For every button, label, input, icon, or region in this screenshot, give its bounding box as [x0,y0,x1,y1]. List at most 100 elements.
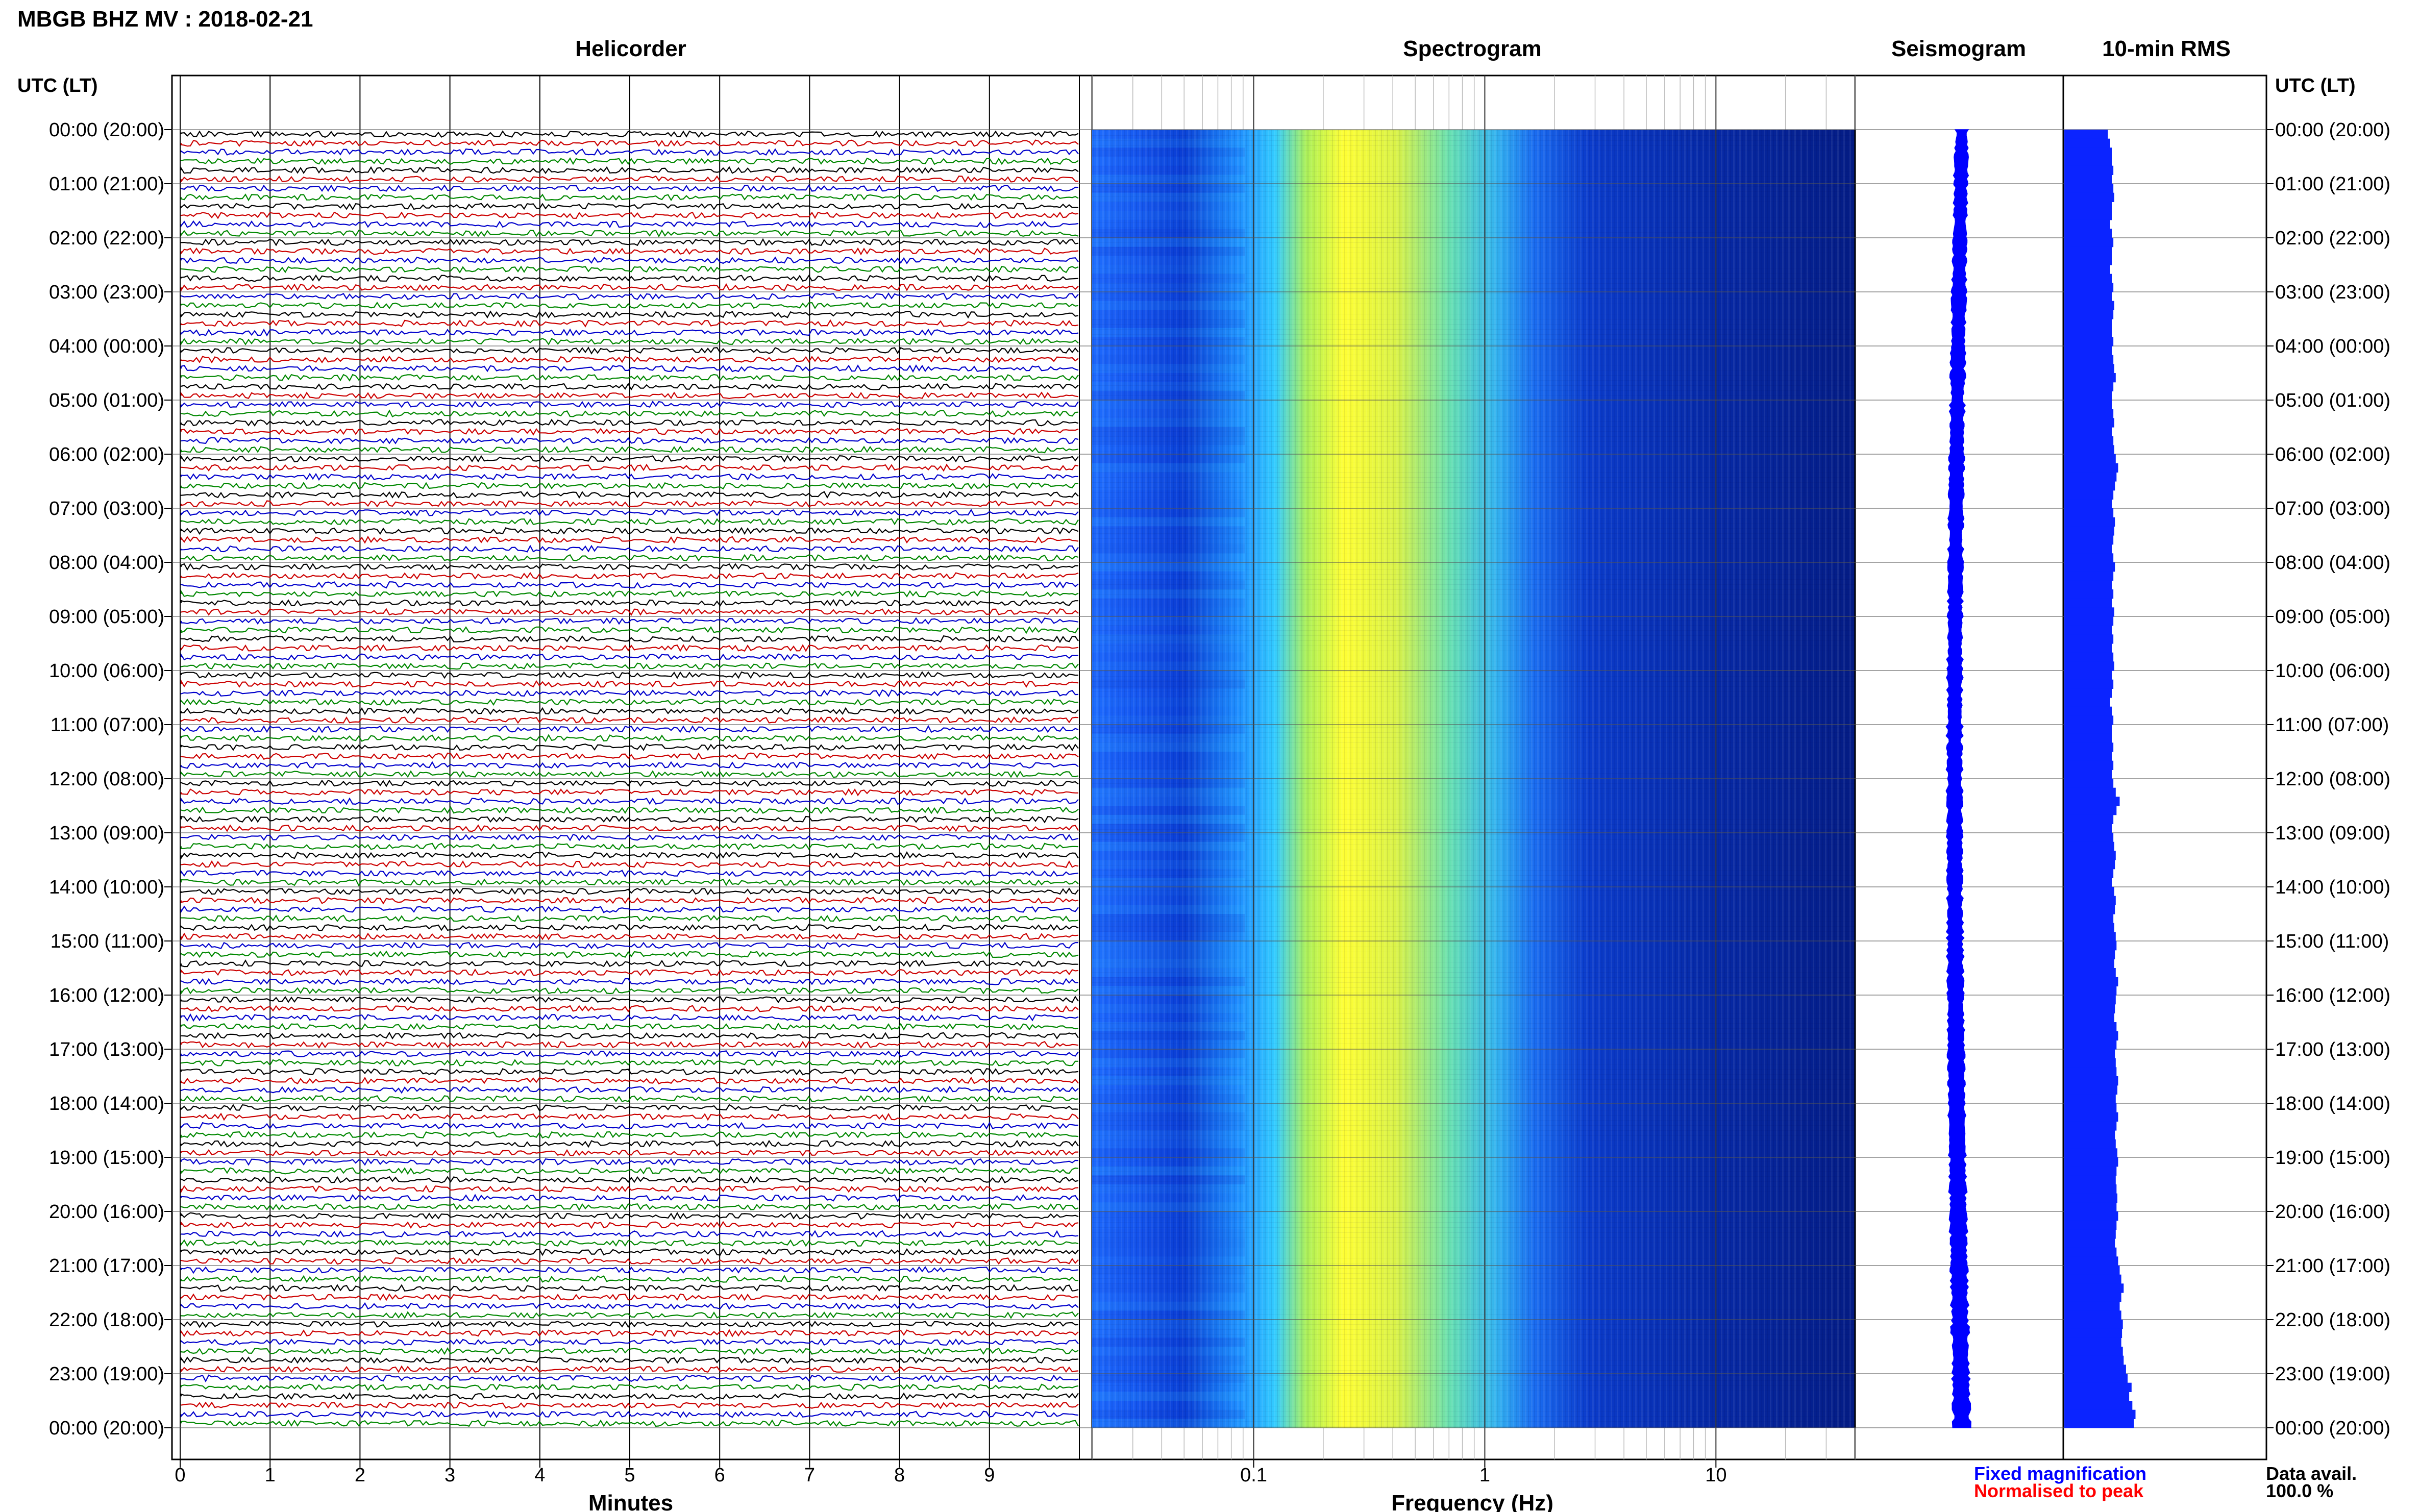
helicorder-trace-row [180,265,1079,274]
hour-labels: 00:00 (20:00) 00:00 (20:00) 01:00 (21:00) 0… [49,119,2390,1439]
spectrogram-time-band [1092,698,1245,707]
hour-label-left: 07:00 (03:00) [49,498,164,519]
spectrogram-time-band [1092,1166,1245,1176]
helicorder-trace-row [180,950,1079,958]
rms-bar [2064,1355,2124,1365]
seismogram-title: Seismogram [1891,36,2026,61]
spectrogram-time-band [1092,463,1245,473]
seismogram-envelope [1945,129,1971,1428]
spectrogram-time-band [1092,1229,1245,1238]
helicorder-trace-row [180,184,1079,192]
minute-tick-label: 6 [714,1465,725,1486]
spectrogram-time-band [1092,165,1245,175]
helicorder-trace-row [180,1194,1079,1202]
hour-label-left: 08:00 (04:00) [49,552,164,574]
rms-bar [2064,841,2114,851]
spectrogram-time-band [1092,1067,1245,1076]
rms-bar [2064,1031,2118,1040]
rms-bar [2064,625,2112,635]
helicorder-trace-row [180,1031,1079,1040]
spectrogram-time-band [1092,1148,1245,1157]
spectrogram-time-band [1092,499,1245,508]
helicorder-trace-row [180,1401,1079,1409]
spectrogram-time-band [1092,409,1245,418]
helicorder-trace-row [180,788,1079,797]
helicorder-trace-row [180,1266,1079,1274]
spectrogram-time-band [1092,661,1245,671]
rms-bar [2064,652,2114,662]
rms-bar [2064,860,2115,870]
rms-bar [2064,1238,2115,1248]
hour-gridlines [172,129,2266,1428]
helicorder-trace-row [180,482,1079,490]
hour-label-right: 11:00 (07:00) [2275,714,2389,736]
rms-bar [2064,355,2114,364]
helicorder-trace-row [180,157,1079,165]
helicorder-trace-row [180,1013,1079,1022]
spectrogram-time-band [1092,427,1245,436]
rms-bar [2064,887,2114,897]
rms-bar [2064,1148,2117,1158]
spectrogram-time-band [1092,1211,1245,1221]
spectrogram-time-band [1092,1293,1245,1302]
helicorder-trace-row [180,1112,1079,1121]
rms-bar [2064,589,2114,599]
rms-bar [2064,165,2114,175]
helicorder-trace-row [180,428,1079,436]
rms-bar [2064,1274,2121,1284]
hour-label-left: 17:00 (13:00) [49,1039,164,1060]
hour-label-left: 00:00 (20:00) [49,1418,164,1439]
rms-bar [2064,1157,2118,1167]
rms-bar [2064,814,2114,824]
hour-label-right: 16:00 (12:00) [2275,985,2390,1006]
helicorder-trace-row [180,166,1079,175]
spectrogram-time-band [1092,147,1245,157]
helicorder-trace-row [180,220,1079,229]
helicorder-trace-row [180,337,1079,346]
helicorder-trace-row [180,1059,1079,1067]
spectrogram-time-band [1092,1031,1245,1040]
rms-bar [2064,346,2112,356]
helicorder-trace-row [180,364,1079,373]
rms-bar [2064,1347,2123,1356]
hour-label-left: 19:00 (15:00) [49,1147,164,1169]
rms-bar [2064,607,2114,617]
helicorder-trace-row [180,508,1079,517]
rms-bar [2064,679,2114,689]
rms-bar [2064,1256,2118,1266]
rms-bar [2064,1175,2116,1185]
spectrogram-time-band [1092,310,1245,319]
rms-bar [2064,1266,2120,1275]
rms-bar [2064,283,2114,292]
hour-label-right: 03:00 (23:00) [2275,282,2390,303]
rms-bar [2064,1337,2121,1347]
rms-bar [2064,598,2112,608]
helicorder-trace-row [180,409,1079,417]
helicorder-trace-row [180,1068,1079,1076]
helicorder-trace-row [180,274,1079,282]
helicorder-trace-row [180,761,1079,769]
helicorder-trace-row [180,418,1079,427]
spectrogram-time-band [1092,1103,1245,1112]
helicorder-trace-row [180,193,1079,202]
hour-label-right: 22:00 (18:00) [2275,1309,2390,1331]
rms-bar [2064,725,2112,734]
spectrogram-time-band [1092,806,1245,815]
spectrogram-time-band [1092,1409,1245,1419]
helicorder-trace-row [180,860,1079,869]
rms-bar [2064,229,2112,238]
hour-label-right: 00:00 (20:00) [2275,119,2390,141]
helicorder-trace-row [180,941,1079,950]
rms-bar [2064,265,2110,275]
spectrogram-time-band [1092,400,1245,409]
spectrogram-time-band [1092,941,1245,950]
spectrogram-time-band [1092,1374,1245,1383]
hour-label-left: 09:00 (05:00) [49,606,164,628]
spectrogram-time-band [1092,1004,1245,1013]
spectrogram-time-band [1092,671,1245,680]
helicorder-trace-row [180,806,1079,814]
helicorder-trace-row [180,1022,1079,1031]
spectrogram-time-band [1092,626,1245,635]
spectrogram-time-band [1092,833,1245,842]
helicorder-trace-row [180,139,1079,147]
